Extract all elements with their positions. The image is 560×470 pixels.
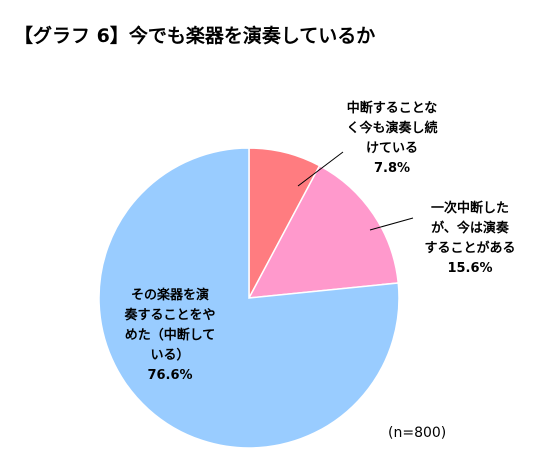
slice-label-line: が、今は演奏	[431, 220, 510, 236]
slice-label-line: めた（中断して	[125, 327, 216, 343]
slice-value-label: 76.6%	[147, 368, 192, 383]
slice-label-line: 中断することな	[347, 100, 438, 116]
slice-label-line: その楽器を演	[131, 287, 209, 303]
pie-slices	[98, 147, 400, 449]
leader-line-2	[369, 217, 414, 231]
slice-value-label: 15.6%	[447, 261, 492, 276]
leader-line-1	[297, 151, 344, 187]
sample-size-note: (n=800)	[388, 425, 446, 441]
slice-label-line: することがある	[424, 240, 515, 256]
leader-lines	[297, 151, 414, 231]
slice-label-line: いる）	[150, 347, 189, 363]
slice-label-line: 一次中断した	[431, 200, 509, 216]
slice-label-line: けている	[366, 141, 418, 156]
pie-slice-3	[98, 147, 400, 449]
pie-slice-2	[247, 164, 400, 299]
slice-value-label: 7.8%	[374, 161, 410, 176]
chart-title: 【グラフ 6】今でも楽器を演奏しているか	[14, 24, 375, 47]
slice-label-line: く今も演奏し続	[346, 120, 437, 136]
slice-label-line: 奏することをや	[123, 307, 215, 323]
